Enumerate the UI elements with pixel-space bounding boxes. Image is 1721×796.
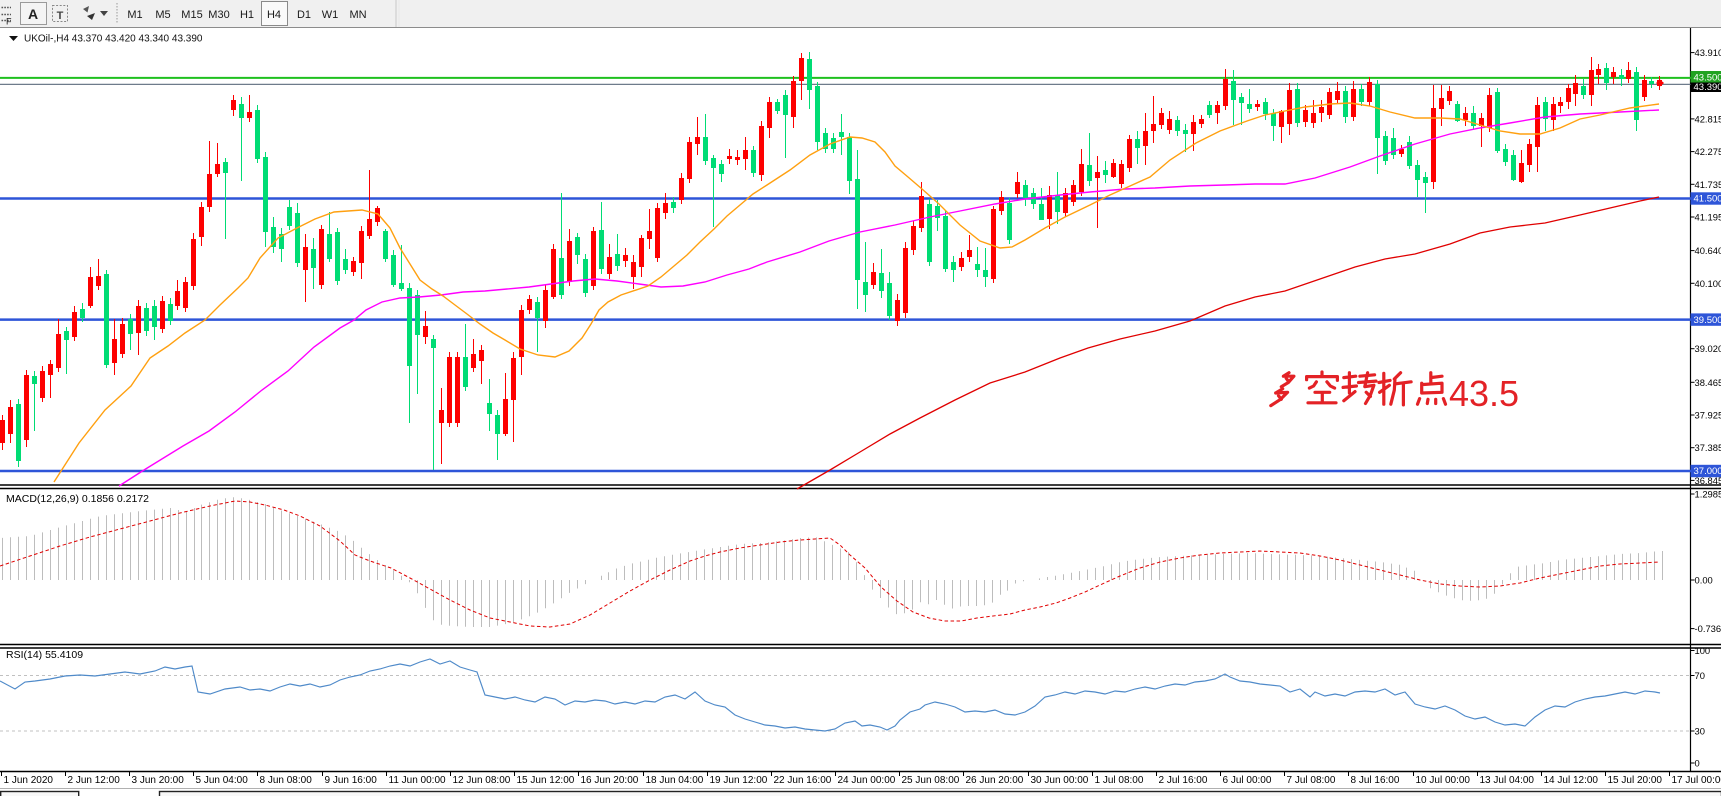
svg-text:M30: M30 xyxy=(208,9,229,21)
svg-text:13 Jul 04:00: 13 Jul 04:00 xyxy=(1480,775,1535,786)
svg-text:1.2985: 1.2985 xyxy=(1695,489,1721,500)
svg-text:40.640: 40.640 xyxy=(1695,245,1721,256)
svg-text:39.020: 39.020 xyxy=(1695,343,1721,354)
svg-text:41.195: 41.195 xyxy=(1695,212,1721,223)
svg-text:43.910: 43.910 xyxy=(1695,47,1721,58)
svg-text:43.500: 43.500 xyxy=(1694,73,1721,84)
svg-text:8 Jun 08:00: 8 Jun 08:00 xyxy=(260,775,313,786)
svg-text:30 Jun 00:00: 30 Jun 00:00 xyxy=(1031,775,1089,786)
svg-text:41.500: 41.500 xyxy=(1694,194,1721,205)
svg-text:25 Jun 08:00: 25 Jun 08:00 xyxy=(902,775,960,786)
svg-text:M15: M15 xyxy=(181,9,202,21)
svg-text:36.845: 36.845 xyxy=(1695,475,1721,486)
svg-text:70: 70 xyxy=(1695,670,1705,681)
svg-text:24 Jun 00:00: 24 Jun 00:00 xyxy=(838,775,896,786)
svg-text:6 Jul 00:00: 6 Jul 00:00 xyxy=(1223,775,1272,786)
svg-text:2 Jun 12:00: 2 Jun 12:00 xyxy=(68,775,121,786)
svg-text:0: 0 xyxy=(1695,758,1700,769)
svg-text:16 Jun 20:00: 16 Jun 20:00 xyxy=(581,775,639,786)
svg-text:0.00: 0.00 xyxy=(1695,575,1713,586)
svg-text:H1: H1 xyxy=(240,9,254,21)
svg-text:RSI(14) 55.4109: RSI(14) 55.4109 xyxy=(6,649,83,661)
svg-text:42.815: 42.815 xyxy=(1695,113,1721,124)
svg-text:A: A xyxy=(28,6,38,22)
svg-text:37.925: 37.925 xyxy=(1695,410,1721,421)
svg-text:F: F xyxy=(6,17,12,27)
svg-text:D1: D1 xyxy=(297,9,311,21)
svg-text:43.5: 43.5 xyxy=(1449,373,1519,414)
svg-text:11 Jun 00:00: 11 Jun 00:00 xyxy=(389,775,447,786)
svg-text:22 Jun 16:00: 22 Jun 16:00 xyxy=(774,775,832,786)
svg-text:7 Jul 08:00: 7 Jul 08:00 xyxy=(1287,775,1336,786)
svg-text:W1: W1 xyxy=(322,9,339,21)
svg-text:H4: H4 xyxy=(267,9,281,21)
svg-text:1 Jun 2020: 1 Jun 2020 xyxy=(4,775,54,786)
svg-text:37.385: 37.385 xyxy=(1695,442,1721,453)
svg-text:39.500: 39.500 xyxy=(1694,315,1721,326)
svg-text:5 Jun 04:00: 5 Jun 04:00 xyxy=(196,775,249,786)
svg-text:T: T xyxy=(57,10,64,22)
svg-text:37.000: 37.000 xyxy=(1694,466,1721,477)
svg-text:26 Jun 20:00: 26 Jun 20:00 xyxy=(966,775,1024,786)
svg-text:UKOil-,H4 43.370 43.420 43.34: UKOil-,H4 43.370 43.420 43.340 43.390 xyxy=(24,34,203,45)
svg-text:MN: MN xyxy=(349,9,366,21)
svg-text:100: 100 xyxy=(1695,645,1711,656)
svg-text:8 Jul 16:00: 8 Jul 16:00 xyxy=(1351,775,1400,786)
svg-text:43.390: 43.390 xyxy=(1694,82,1721,93)
svg-text:19 Jun 12:00: 19 Jun 12:00 xyxy=(710,775,768,786)
svg-text:40.100: 40.100 xyxy=(1695,278,1721,289)
svg-text:M5: M5 xyxy=(155,9,170,21)
svg-text:1 Jul 08:00: 1 Jul 08:00 xyxy=(1095,775,1144,786)
svg-text:41.735: 41.735 xyxy=(1695,179,1721,190)
svg-text:17 Jul 00:00: 17 Jul 00:00 xyxy=(1672,775,1721,786)
svg-text:9 Jun 16:00: 9 Jun 16:00 xyxy=(325,775,378,786)
svg-text:10 Jul 00:00: 10 Jul 00:00 xyxy=(1416,775,1471,786)
svg-text:12 Jun 08:00: 12 Jun 08:00 xyxy=(453,775,511,786)
svg-text:15 Jun 12:00: 15 Jun 12:00 xyxy=(517,775,575,786)
svg-text:M1: M1 xyxy=(127,9,142,21)
svg-text:-0.7362: -0.7362 xyxy=(1695,623,1721,634)
svg-text:38.465: 38.465 xyxy=(1695,377,1721,388)
svg-text:14 Jul 12:00: 14 Jul 12:00 xyxy=(1544,775,1599,786)
svg-text:15 Jul 20:00: 15 Jul 20:00 xyxy=(1608,775,1663,786)
svg-text:18 Jun 04:00: 18 Jun 04:00 xyxy=(646,775,704,786)
svg-text:2 Jul 16:00: 2 Jul 16:00 xyxy=(1159,775,1208,786)
svg-text:42.275: 42.275 xyxy=(1695,146,1721,157)
svg-text:3 Jun 20:00: 3 Jun 20:00 xyxy=(132,775,185,786)
svg-text:MACD(12,26,9) 0.1856 0.2172: MACD(12,26,9) 0.1856 0.2172 xyxy=(6,493,149,505)
svg-text:30: 30 xyxy=(1695,726,1705,737)
